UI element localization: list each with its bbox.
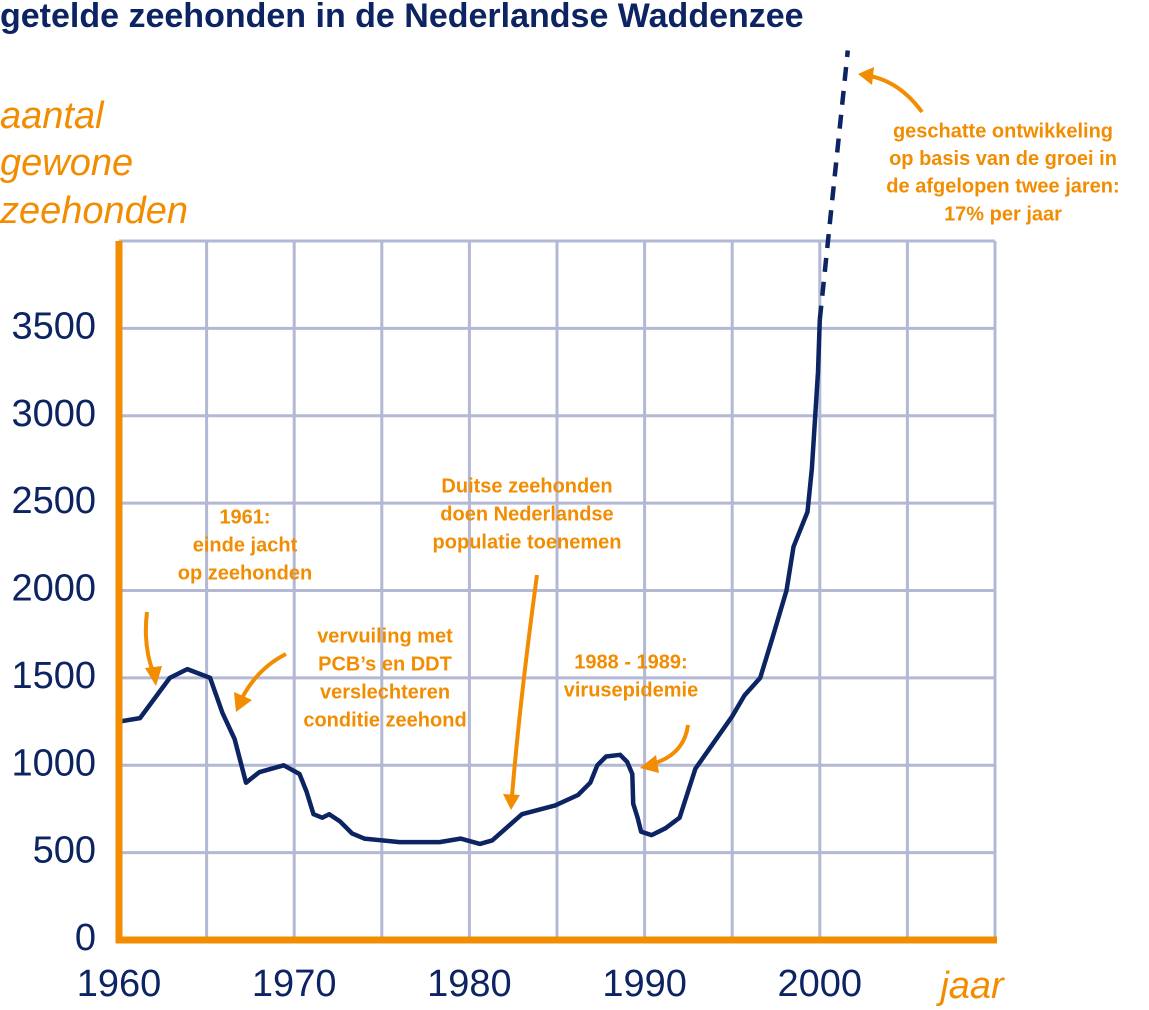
arrow — [510, 574, 539, 797]
y-axis-label: aantal — [0, 95, 105, 137]
x-tick-label: 1980 — [427, 963, 512, 1005]
annotation: Duitse zeehonden — [441, 475, 612, 497]
grid — [117, 239, 997, 942]
annotation: de afgelopen twee jaren: — [886, 176, 1119, 198]
marks — [118, 50, 851, 847]
annotation: 1988 - 1989: — [574, 651, 687, 673]
annotation: PCB’s en DDT — [318, 653, 452, 675]
data-line — [118, 319, 823, 847]
annotation: doen Nederlandse — [440, 503, 613, 525]
y-tick-label: 2000 — [11, 568, 96, 610]
arrow-head — [858, 67, 874, 85]
annotation: op zeehonden — [178, 562, 312, 584]
arrow — [143, 611, 155, 673]
y-tick-label: 3500 — [11, 305, 96, 347]
annotation: virusepidemie — [564, 679, 699, 701]
y-tick-label: 2500 — [11, 480, 96, 522]
arrow-head — [503, 794, 520, 810]
y-axis-label: zeehonden — [0, 190, 188, 232]
annotation: 17% per jaar — [944, 203, 1062, 225]
x-tick-label: 1960 — [77, 963, 162, 1005]
y-tick-label: 1500 — [11, 655, 96, 697]
annotation: einde jacht — [193, 534, 298, 556]
arrow-head — [145, 666, 162, 686]
y-tick-label: 0 — [75, 917, 96, 959]
annotation: vervuiling met — [317, 625, 453, 647]
arrow — [651, 724, 690, 766]
arrow-head — [234, 692, 252, 712]
x-tick-label: 2000 — [778, 963, 863, 1005]
annotation: conditie zeehond — [303, 709, 466, 731]
y-axis-label: gewone — [0, 142, 133, 184]
arrow-head — [640, 755, 659, 773]
x-tick-label: 1990 — [602, 963, 687, 1005]
annotation: 1961: — [219, 506, 270, 528]
arrow — [240, 652, 287, 699]
annotation: geschatte ontwikkeling — [893, 120, 1113, 142]
annotation-arrows — [143, 67, 924, 810]
data-line — [817, 50, 851, 320]
x-tick-label: 1970 — [252, 963, 337, 1005]
annotation: verslechteren — [320, 681, 450, 703]
y-tick-label: 3000 — [11, 393, 96, 435]
annotation: populatie toenemen — [433, 531, 622, 553]
y-tick-label: 500 — [33, 830, 96, 872]
arrow — [869, 74, 924, 114]
x-axis-label: jaar — [935, 965, 1005, 1007]
chart-title: getelde zeehonden in de Nederlandse Wadd… — [0, 0, 804, 35]
y-tick-label: 1000 — [11, 742, 96, 784]
annotation: op basis van de groei in — [889, 148, 1117, 170]
